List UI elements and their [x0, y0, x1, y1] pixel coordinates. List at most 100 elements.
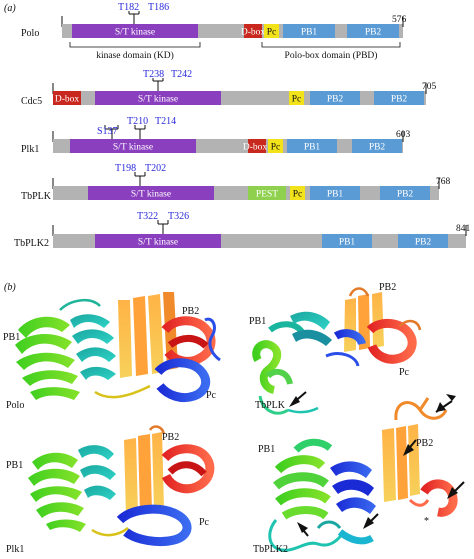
pb2-domain — [374, 91, 424, 105]
pb1-domain — [287, 139, 337, 153]
pb2-domain — [310, 91, 360, 105]
kinase-label: S/T kinase — [138, 238, 178, 248]
protein-polo: Polo 576 S/T kinase D-box Pc PB1 PB2 T18… — [21, 2, 407, 61]
site-label: T242 — [171, 69, 192, 80]
pb1-label: PB1 — [304, 143, 321, 153]
length-tbplk2: 841 — [456, 224, 471, 234]
kinase-domain — [95, 91, 221, 105]
dbox-label: D-box — [243, 143, 268, 153]
kinase-label: S/T kinase — [115, 28, 155, 38]
protein-cdc5: Cdc5 705 D-box S/T kinase Pc PB2 PB2 T23… — [21, 69, 437, 107]
pb1-label: PB1 — [301, 28, 318, 38]
kinase-label: S/T kinase — [138, 95, 178, 105]
protein-name-tbplk: TbPLK — [21, 191, 52, 202]
pb1-label: PB1 — [327, 190, 344, 200]
panel-a-label: (a) — [4, 3, 16, 14]
site-label: T210 — [127, 116, 148, 127]
length-plk1: 603 — [396, 130, 411, 140]
pest-domain — [248, 186, 286, 200]
pc-domain — [289, 91, 304, 105]
protein-plk1: Plk1 603 S/T kinase D-box Pc PB1 PB2 S13… — [21, 116, 411, 155]
pb1-domain — [310, 186, 360, 200]
protein-name-polo: Polo — [21, 28, 39, 39]
dbox-domain — [244, 24, 262, 38]
pb1-label: PB1 — [339, 238, 356, 248]
ribbon-model — [268, 394, 465, 552]
dbox-domain — [248, 139, 266, 153]
pc-domain — [268, 139, 283, 153]
site-marker — [152, 78, 164, 91]
label-pc: Pc — [199, 517, 210, 528]
structure-name: Plk1 — [6, 544, 24, 555]
pb2-domain — [347, 24, 399, 38]
site-marker — [128, 11, 140, 24]
site-label: T322 — [137, 211, 158, 222]
pb2-domain — [398, 234, 448, 248]
site-label: T326 — [168, 211, 189, 222]
ribbon-model — [28, 425, 215, 547]
pb2-label: PB2 — [415, 238, 432, 248]
label-pb1: PB1 — [6, 460, 23, 471]
pest-label: PEST — [256, 190, 278, 200]
pc-domain — [264, 24, 279, 38]
structure-name: TbPLK2 — [253, 544, 288, 555]
site-label: S137 — [97, 126, 118, 137]
kinase-domain — [72, 24, 198, 38]
pb2-domain — [380, 186, 430, 200]
structure-tbplk: PB1 PB2 Pc TbPLK — [249, 282, 422, 415]
kinase-domain — [95, 234, 221, 248]
pb2-label: PB2 — [391, 95, 408, 105]
pc-label: Pc — [267, 28, 277, 38]
label-pc: Pc — [399, 367, 410, 378]
label-pc: Pc — [206, 390, 217, 401]
site-marker — [134, 172, 146, 186]
pc-label: Pc — [271, 143, 281, 153]
protein-tbplk2: TbPLK2 841 S/T kinase PB1 PB2 T322 T326 — [14, 211, 471, 249]
structure-name: Polo — [6, 400, 24, 411]
kd-bracket — [69, 42, 201, 48]
site-marker — [157, 220, 169, 234]
pb1-domain — [322, 234, 372, 248]
site-marker — [134, 125, 146, 139]
dbox-label: D-box — [55, 95, 80, 105]
protein-name-plk1: Plk1 — [21, 144, 39, 155]
ribbon-model — [15, 292, 221, 403]
label-pb1: PB1 — [249, 316, 266, 327]
structure-name: TbPLK — [255, 400, 286, 411]
pc-label: Pc — [293, 190, 303, 200]
length-cdc5: 705 — [422, 82, 437, 92]
label-asterisk: * — [424, 516, 429, 527]
site-label: T238 — [143, 69, 164, 80]
site-label: T198 — [115, 163, 136, 174]
protein-tbplk: TbPLK 768 S/T kinase PEST Pc PB1 PB2 T19… — [21, 163, 451, 202]
pb2-label: PB2 — [397, 190, 414, 200]
site-label: T214 — [155, 116, 176, 127]
pbd-annotation: Polo-box domain (PBD) — [285, 50, 378, 61]
kinase-label: S/T kinase — [113, 143, 153, 153]
dbox-domain — [53, 91, 81, 105]
protein-name-cdc5: Cdc5 — [21, 96, 42, 107]
pb2-domain — [352, 139, 402, 153]
site-marker — [104, 125, 119, 139]
label-pb2: PB2 — [379, 282, 396, 293]
dbox-label: D-box — [241, 28, 266, 38]
pbd-bracket — [261, 42, 401, 48]
label-pb1: PB1 — [3, 332, 20, 343]
site-label: T186 — [148, 2, 169, 13]
kd-annotation: kinase domain (KD) — [96, 50, 174, 61]
site-label: T182 — [118, 2, 139, 13]
length-polo: 576 — [392, 15, 407, 25]
length-tbplk: 768 — [436, 177, 451, 187]
kinase-domain — [88, 186, 214, 200]
protein-name-tbplk2: TbPLK2 — [14, 238, 49, 249]
pb2-label: PB2 — [369, 143, 386, 153]
structure-plk1: PB1 PB2 Pc Plk1 — [6, 425, 215, 555]
ribbon-model — [252, 287, 422, 415]
pc-label: Pc — [292, 95, 302, 105]
kinase-domain — [70, 139, 196, 153]
panel-b-label: (b) — [4, 282, 16, 293]
label-pb2: PB2 — [182, 306, 199, 317]
label-pb2: PB2 — [416, 438, 433, 449]
pb2-label: PB2 — [365, 28, 382, 38]
